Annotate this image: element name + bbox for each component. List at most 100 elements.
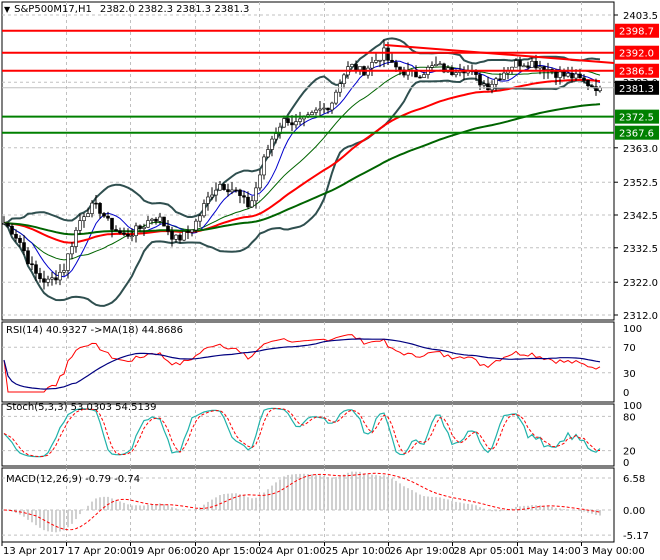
candle-body — [570, 73, 574, 79]
bollinger-upper-band — [3, 37, 601, 225]
stoch-tick-label: 100 — [623, 401, 642, 412]
header-bar: ▼ S&P500M17,H1 2382.0 2382.3 2381.3 2381… — [4, 4, 249, 15]
candle-body — [502, 72, 506, 80]
candle-body — [494, 78, 498, 85]
candle-body — [350, 64, 354, 67]
candle-body — [178, 234, 182, 241]
candle-body — [334, 91, 338, 104]
candle-body — [90, 202, 94, 214]
candle-body — [534, 61, 538, 69]
candle-body — [498, 78, 502, 81]
x-axis-label: 19 Apr 06:00 — [132, 546, 197, 557]
price-tick-label: 2312.0 — [623, 311, 658, 322]
candle-body — [418, 76, 422, 79]
candle-body — [294, 121, 298, 126]
rsi-title: RSI(14) 40.9327 ->MA(18) 44.8686 — [6, 325, 183, 336]
candle-body — [214, 189, 218, 196]
candle-body — [158, 216, 162, 222]
candle-body — [58, 271, 62, 281]
price-tick-label: 2332.5 — [623, 244, 658, 255]
ohlc-values: 2382.0 2382.3 2381.3 2381.3 — [99, 4, 250, 15]
moving-average-red — [3, 78, 601, 244]
candle-body — [174, 234, 178, 240]
candle-body — [74, 230, 78, 247]
rsi-line — [3, 334, 601, 393]
candle-body — [582, 77, 586, 81]
current-price-badge — [615, 80, 659, 95]
candle-body — [194, 220, 198, 231]
candle-body — [166, 225, 170, 232]
candle-body — [242, 195, 246, 198]
candle-body — [518, 60, 522, 67]
candle-body — [330, 102, 334, 111]
candle-body — [378, 59, 382, 62]
candle-body — [250, 200, 254, 208]
candle-body — [238, 189, 242, 196]
candle-body — [42, 278, 46, 283]
candle-body — [122, 232, 126, 235]
x-axis-label: 24 Apr 01:00 — [261, 546, 326, 557]
stoch-title: Stoch(5,3,3) 53.0303 54.5139 — [6, 402, 157, 413]
macd-title: MACD(12,26,9) -0.79 -0.74 — [6, 474, 141, 485]
candle-body — [258, 174, 262, 189]
candle-body — [198, 215, 202, 222]
rsi-tick-label: 30 — [623, 369, 636, 380]
candle-body — [102, 213, 106, 217]
candle-body — [210, 194, 214, 198]
candle-body — [374, 59, 378, 63]
candle-body — [186, 231, 190, 233]
price-level-badge — [615, 125, 659, 140]
candle-body — [562, 71, 566, 77]
candle-body — [422, 74, 426, 78]
candle-body — [266, 149, 270, 158]
macd-tick-label: -5.17 — [623, 531, 649, 542]
macd-panel-frame — [1, 467, 615, 543]
candle-body — [130, 235, 134, 237]
candle-body — [50, 277, 54, 280]
x-axis-label: 1 May 14:00 — [519, 546, 581, 557]
price-level-badge — [615, 45, 659, 60]
candle-body — [110, 217, 114, 230]
candle-body — [326, 107, 330, 111]
candle-body — [46, 278, 50, 283]
price-panel-frame — [1, 1, 615, 321]
candle-body — [170, 231, 174, 240]
price-tick-label: 2322.0 — [623, 278, 658, 289]
macd-tick-label: 0.00 — [623, 506, 645, 517]
candle-body — [398, 66, 402, 71]
candle-body — [246, 196, 250, 208]
current-price-label: 2381.3 — [619, 84, 654, 95]
candle-body — [554, 71, 558, 78]
candle-body — [298, 118, 302, 122]
stoch-main-line — [3, 407, 601, 458]
bollinger-middle-line — [3, 66, 601, 261]
candle-body — [358, 66, 362, 71]
candle-body — [574, 73, 578, 79]
x-axis-label: 25 Apr 10:00 — [326, 546, 391, 557]
candle-body — [310, 112, 314, 116]
rsi-tick-label: 0 — [623, 388, 629, 399]
candle-body — [6, 222, 10, 227]
candle-body — [526, 65, 530, 68]
candle-body — [386, 47, 390, 61]
candle-body — [594, 86, 598, 92]
price-level-label: 2367.6 — [619, 129, 654, 140]
dropdown-triangle-icon[interactable]: ▼ — [4, 5, 11, 14]
macd-tick-label: 6.58 — [623, 474, 645, 485]
bollinger-lower-band — [3, 77, 601, 307]
candle-body — [486, 83, 490, 91]
candle-body — [150, 218, 154, 221]
candle-body — [558, 71, 562, 78]
candle-body — [34, 264, 38, 274]
moving-average-green — [4, 103, 601, 236]
stoch-panel-frame — [1, 403, 615, 467]
candle-body — [182, 231, 186, 241]
candle-body — [226, 189, 230, 193]
candle-body — [390, 59, 394, 63]
candle-body — [478, 74, 482, 86]
candle-body — [10, 225, 14, 235]
candle-body — [538, 66, 542, 69]
candle-body — [146, 220, 150, 228]
candle-body — [286, 118, 290, 123]
